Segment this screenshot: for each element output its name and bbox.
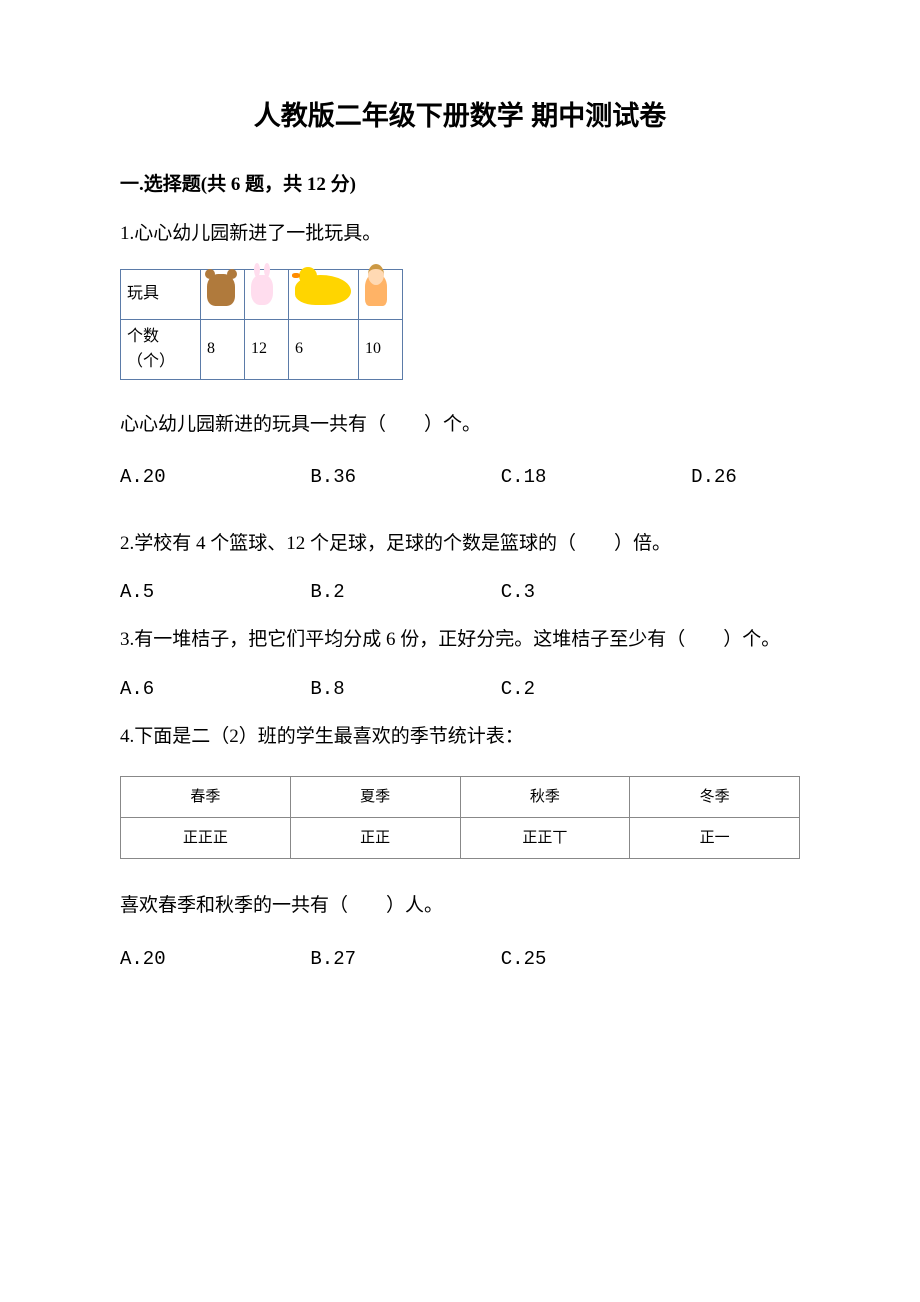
question-4: 4.下面是二（2）班的学生最喜欢的季节统计表： 春季 夏季 秋季 冬季 正正正 …: [120, 722, 800, 974]
toy-cell-bunny: [245, 269, 289, 319]
q4-text: 4.下面是二（2）班的学生最喜欢的季节统计表：: [120, 722, 800, 752]
toy-cell-duck: [289, 269, 359, 319]
count-row-label: 个数（个）: [121, 319, 201, 379]
q4-subtext: 喜欢春季和秋季的一共有（ ）人。: [120, 891, 800, 921]
count-cell: 10: [359, 319, 403, 379]
tally-cell: 正正正: [121, 818, 291, 859]
q1-subtext: 心心幼儿园新进的玩具一共有（ ）个。: [120, 410, 800, 440]
option-b: B.8: [310, 674, 500, 704]
count-cell: 8: [201, 319, 245, 379]
option-b: B.36: [310, 462, 500, 492]
option-a: A.6: [120, 674, 310, 704]
bear-icon: [207, 274, 235, 306]
tally-cell: 正正丅: [460, 818, 630, 859]
option-c: C.25: [501, 944, 691, 974]
season-header: 夏季: [290, 777, 460, 818]
q1-options: A.20 B.36 C.18 D.26: [120, 462, 800, 492]
question-3: 3.有一堆桔子，把它们平均分成 6 份，正好分完。这堆桔子至少有（ ）个。 A.…: [120, 625, 800, 704]
toy-cell-bear: [201, 269, 245, 319]
q1-text: 1.心心幼儿园新进了一批玩具。: [120, 219, 800, 249]
option-c: C.18: [501, 462, 691, 492]
toy-table: 玩具 个数（个） 8 12 6 10: [120, 269, 403, 380]
q2-options: A.5 B.2 C.3: [120, 577, 800, 607]
season-header: 秋季: [460, 777, 630, 818]
section-header: 一.选择题(共 6 题，共 12 分): [120, 170, 800, 200]
q4-options: A.20 B.27 C.25: [120, 944, 800, 974]
season-header: 冬季: [630, 777, 800, 818]
doll-icon: [365, 274, 387, 306]
tally-cell: 正一: [630, 818, 800, 859]
option-a: A.20: [120, 944, 310, 974]
season-header: 春季: [121, 777, 291, 818]
option-c: C.2: [501, 674, 691, 704]
option-c: C.3: [501, 577, 691, 607]
option-b: B.27: [310, 944, 500, 974]
count-cell: 12: [245, 319, 289, 379]
count-cell: 6: [289, 319, 359, 379]
option-d: D.26: [691, 462, 800, 492]
option-a: A.20: [120, 462, 310, 492]
bunny-icon: [251, 275, 273, 305]
q3-text: 3.有一堆桔子，把它们平均分成 6 份，正好分完。这堆桔子至少有（ ）个。: [120, 625, 800, 655]
question-1: 1.心心幼儿园新进了一批玩具。 玩具 个数（个） 8 12 6 10 心心幼儿园…: [120, 219, 800, 493]
option-b: B.2: [310, 577, 500, 607]
page-title: 人教版二年级下册数学 期中测试卷: [120, 95, 800, 138]
q3-options: A.6 B.8 C.2: [120, 674, 800, 704]
q2-text: 2.学校有 4 个篮球、12 个足球，足球的个数是篮球的（ ）倍。: [120, 529, 800, 559]
duck-icon: [295, 275, 351, 305]
season-table: 春季 夏季 秋季 冬季 正正正 正正 正正丅 正一: [120, 776, 800, 859]
tally-cell: 正正: [290, 818, 460, 859]
option-a: A.5: [120, 577, 310, 607]
toy-cell-doll: [359, 269, 403, 319]
toy-row-label: 玩具: [121, 269, 201, 319]
question-2: 2.学校有 4 个篮球、12 个足球，足球的个数是篮球的（ ）倍。 A.5 B.…: [120, 529, 800, 608]
